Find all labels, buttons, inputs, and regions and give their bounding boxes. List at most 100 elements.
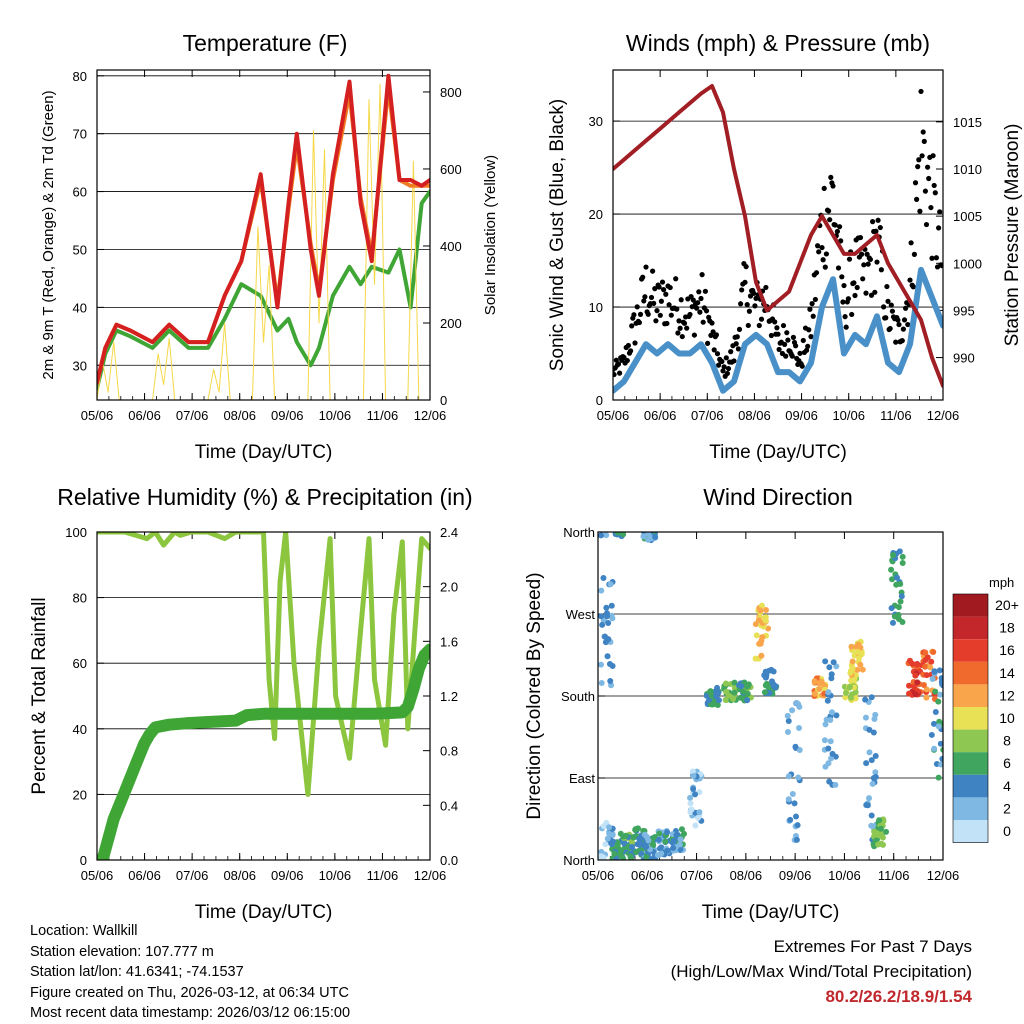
gust-point	[872, 289, 878, 295]
direction-point	[598, 679, 605, 686]
direction-point	[796, 703, 803, 710]
direction-point	[655, 836, 662, 843]
y2-tick-label: 200	[440, 316, 462, 331]
y-tick-label: 50	[73, 242, 87, 257]
gust-point	[651, 300, 657, 306]
gust-point	[903, 305, 909, 311]
y-axis-label: Percent & Total Rainfall	[29, 597, 50, 794]
direction-point	[784, 729, 791, 736]
gust-point	[828, 174, 834, 180]
direction-point	[658, 850, 665, 857]
colorbar-label: 6	[1003, 755, 1011, 771]
gust-point	[709, 320, 715, 326]
direction-point	[854, 666, 861, 673]
direction-point	[756, 640, 763, 647]
gust-point	[714, 351, 721, 357]
direction-point	[859, 666, 866, 673]
direction-point	[832, 781, 839, 788]
direction-point	[765, 684, 772, 691]
gust-point	[812, 296, 819, 303]
direction-point	[607, 677, 614, 684]
direction-point	[825, 745, 832, 752]
direction-point	[842, 694, 849, 701]
direction-point	[629, 844, 636, 851]
gust-point	[808, 334, 814, 340]
gust-point	[634, 304, 640, 310]
direction-point	[826, 664, 833, 671]
x-axis-label: Time (Day/UTC)	[195, 442, 333, 463]
gust-point	[641, 298, 647, 304]
gust-point	[700, 319, 706, 325]
direction-point	[614, 841, 621, 848]
direction-point	[928, 731, 935, 738]
direction-point	[868, 757, 875, 764]
direction-point	[603, 610, 610, 617]
gust-point	[678, 297, 684, 303]
direction-point	[598, 661, 604, 668]
direction-point	[609, 663, 616, 670]
direction-point	[811, 678, 818, 685]
gust-point	[691, 332, 698, 338]
direction-point	[842, 689, 849, 696]
2m-td-line	[97, 189, 430, 391]
direction-point	[871, 715, 878, 722]
colorbar-swatch	[953, 639, 988, 662]
direction-point	[791, 800, 798, 807]
gust-point	[851, 280, 857, 286]
direction-point	[722, 680, 729, 687]
gust-point	[915, 164, 921, 170]
gust-point	[797, 350, 803, 356]
direction-point	[825, 689, 832, 696]
direction-point	[848, 643, 855, 650]
gust-point	[743, 264, 749, 270]
gust-point	[711, 347, 717, 353]
gust-point	[922, 188, 929, 194]
colorbar-frame	[952, 593, 989, 843]
y2-tick-label: 0.4	[440, 798, 458, 813]
gust-point	[658, 298, 665, 304]
colorbar-label: 10	[999, 710, 1015, 726]
gust-point	[843, 324, 849, 330]
direction-point	[598, 855, 604, 860]
y-tick-label: East	[569, 771, 595, 786]
direction-point	[611, 850, 618, 857]
direction-point	[888, 566, 895, 573]
direction-point	[785, 718, 792, 725]
gust-point	[789, 353, 795, 359]
gust-point	[624, 357, 630, 364]
gust-point	[652, 286, 658, 292]
direction-point	[890, 552, 897, 559]
plot-frame	[612, 69, 944, 401]
direction-point	[753, 632, 760, 639]
direction-point	[752, 655, 759, 662]
gust-point	[895, 317, 901, 323]
direction-point	[847, 669, 854, 676]
gust-point	[912, 180, 919, 186]
gust-point	[752, 303, 758, 309]
direction-point	[670, 844, 677, 851]
gust-point	[888, 302, 894, 308]
direction-point	[897, 598, 904, 605]
direction-point	[605, 620, 612, 627]
gust-point	[650, 268, 656, 274]
direction-point	[895, 604, 902, 611]
x-tick-label: 07/06	[176, 868, 209, 883]
gust-point	[723, 355, 729, 361]
y2-tick-label: 2.0	[440, 580, 458, 595]
direction-point	[604, 653, 611, 660]
direction-point	[789, 707, 796, 714]
direction-point	[676, 841, 683, 848]
direction-point	[830, 659, 837, 666]
panel-0: Temperature (F) Time (Day/UTC) 2m & 9m T (…	[40, 30, 499, 463]
gust-point	[719, 358, 725, 365]
direction-point	[870, 841, 877, 848]
direction-point	[759, 634, 766, 641]
y2-tick-label: 2.4	[440, 525, 458, 540]
direction-point	[833, 712, 840, 719]
direction-point	[826, 778, 833, 785]
direction-point	[856, 655, 863, 662]
chart-title: Wind Direction	[703, 484, 853, 510]
gust-point	[716, 362, 722, 368]
station-location: Location: Wallkill	[30, 923, 138, 939]
direction-point	[607, 581, 614, 588]
